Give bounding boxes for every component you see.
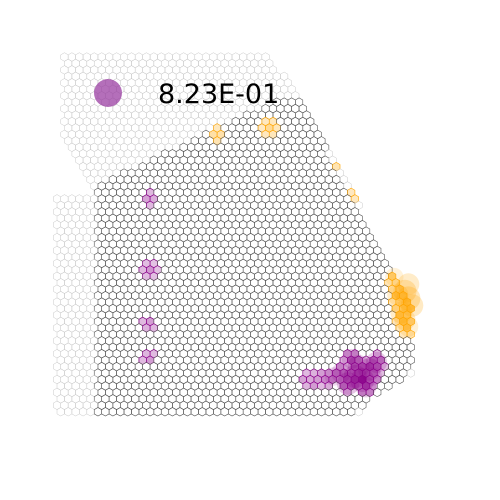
hex-cell: [79, 407, 88, 417]
data-point: [341, 348, 362, 369]
hex-cell: [131, 407, 140, 417]
hex-cell: [280, 407, 289, 417]
hex-cell: [295, 407, 304, 417]
legend-marker: [94, 79, 122, 107]
hex-grid: [53, 52, 415, 417]
data-point: [400, 294, 424, 317]
hex-cell: [309, 407, 318, 417]
data-point: [336, 372, 360, 395]
hex-cell: [198, 407, 207, 417]
hex-cell: [287, 407, 296, 417]
hex-cell: [64, 407, 73, 417]
legend: 8.23E-01: [94, 79, 279, 110]
data-point: [393, 279, 417, 303]
hex-cell: [339, 407, 348, 417]
hex-cell: [317, 407, 326, 417]
hex-cell: [220, 407, 229, 417]
data-point: [397, 273, 420, 296]
hex-cell: [235, 407, 244, 417]
hex-cell: [213, 407, 222, 417]
data-point: [324, 367, 344, 386]
data-point: [363, 367, 383, 386]
hex-cell: [257, 407, 266, 417]
hex-cell: [153, 407, 162, 417]
data-point: [396, 286, 421, 311]
hex-cell: [160, 407, 170, 417]
hex-cell: [168, 407, 177, 417]
hex-cell: [146, 407, 155, 417]
data-point: [387, 284, 409, 306]
hex-cell: [302, 407, 311, 417]
hex-cell: [93, 407, 102, 417]
hex-cell: [56, 407, 65, 417]
data-point: [394, 309, 416, 331]
hex-cell: [250, 407, 259, 417]
hex-cell: [138, 407, 147, 417]
data-point: [365, 351, 388, 373]
hex-cell: [324, 407, 333, 417]
hex-cell: [86, 407, 95, 417]
hex-cell: [101, 407, 110, 417]
hex-cell: [395, 374, 404, 385]
data-point: [331, 363, 351, 383]
hex-cell: [347, 407, 356, 417]
data-point: [385, 267, 404, 287]
hex-cell: [175, 407, 184, 417]
hex-cell: [71, 407, 80, 417]
hex-cell: [183, 407, 192, 417]
data-point: [358, 358, 381, 381]
data-point: [347, 355, 370, 377]
hex-cell: [265, 407, 274, 417]
hex-cell: [242, 407, 251, 417]
hex-cell: [373, 387, 382, 398]
hex-cell: [332, 407, 341, 417]
hex-cell: [116, 407, 125, 417]
data-point: [343, 364, 367, 389]
data-point: [398, 316, 419, 337]
hex-cell: [384, 381, 393, 391]
highlight-blobs: [324, 267, 424, 398]
hex-cell: [354, 407, 363, 417]
data-point: [390, 301, 413, 324]
data-point: [350, 368, 375, 393]
hex-cell: [123, 407, 132, 417]
hex-cell: [205, 407, 214, 417]
hex-cell: [272, 407, 281, 417]
hex-cell: [228, 407, 237, 417]
data-point: [355, 376, 377, 398]
hex-cell: [190, 407, 199, 417]
hex-cell: [108, 407, 117, 417]
legend-label: 8.23E-01: [158, 79, 279, 110]
hex-cell: [406, 368, 415, 378]
